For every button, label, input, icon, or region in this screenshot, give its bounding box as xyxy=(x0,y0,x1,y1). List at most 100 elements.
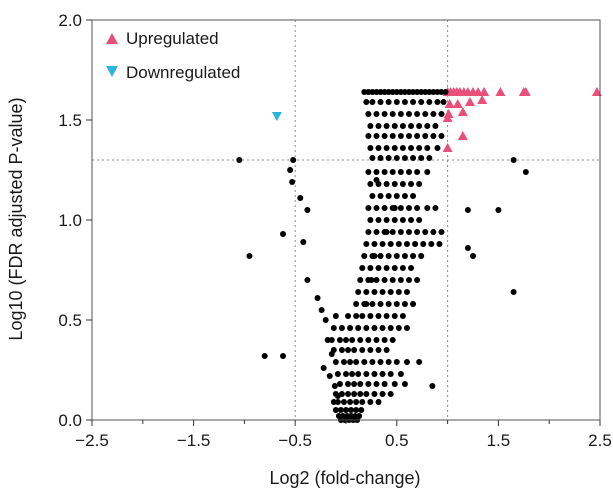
data-point xyxy=(403,359,410,365)
data-point xyxy=(377,253,384,259)
data-point xyxy=(377,193,384,199)
data-point xyxy=(403,241,410,247)
data-point xyxy=(495,207,502,213)
data-point xyxy=(261,353,268,359)
data-point xyxy=(408,145,415,151)
x-tick-label: −2.5 xyxy=(75,431,109,450)
data-point xyxy=(401,301,408,307)
data-point xyxy=(280,353,287,359)
data-point xyxy=(297,195,304,201)
data-point xyxy=(347,399,354,405)
data-point xyxy=(393,301,400,307)
data-point xyxy=(434,99,441,105)
data-point xyxy=(373,169,380,175)
data-point xyxy=(414,205,421,211)
data-point xyxy=(426,155,433,161)
data-point xyxy=(367,347,374,353)
data-point xyxy=(331,383,338,389)
data-point xyxy=(408,123,415,129)
data-point xyxy=(436,241,443,247)
data-point xyxy=(410,301,417,307)
data-point xyxy=(510,157,517,163)
y-tick-label: 0.5 xyxy=(58,311,82,330)
data-point xyxy=(338,391,345,397)
data-point xyxy=(351,347,358,353)
data-point xyxy=(355,325,362,331)
data-point xyxy=(349,371,356,377)
data-point xyxy=(416,181,423,187)
data-point xyxy=(399,145,406,151)
data-point xyxy=(367,399,374,405)
data-point xyxy=(318,307,325,313)
data-point xyxy=(391,181,398,187)
data-point-upregulated xyxy=(591,87,602,96)
data-point xyxy=(430,229,437,235)
data-point xyxy=(371,325,378,331)
data-point xyxy=(363,371,370,377)
data-point xyxy=(397,169,404,175)
data-point xyxy=(332,359,339,365)
x-tick-label: 0.5 xyxy=(385,431,409,450)
data-point xyxy=(375,217,382,223)
data-point xyxy=(422,133,429,139)
data-point xyxy=(289,179,296,185)
data-point xyxy=(367,313,374,319)
data-point xyxy=(387,371,394,377)
data-point xyxy=(373,381,380,387)
data-point xyxy=(330,325,337,331)
data-point xyxy=(414,229,421,235)
y-tick-label: 1.5 xyxy=(58,111,82,130)
data-point xyxy=(371,289,378,295)
data-point xyxy=(410,253,417,259)
data-point-upregulated xyxy=(442,143,453,152)
data-point-upregulated xyxy=(444,99,455,108)
data-point xyxy=(340,399,347,405)
data-point xyxy=(381,205,388,211)
data-point xyxy=(300,239,307,245)
data-point xyxy=(328,337,335,343)
threshold-lines xyxy=(92,20,600,420)
data-point xyxy=(357,277,364,283)
data-point xyxy=(287,167,294,173)
data-point xyxy=(510,289,517,295)
data-point-upregulated xyxy=(442,113,453,122)
data-point xyxy=(330,347,337,353)
data-point xyxy=(347,359,354,365)
data-point xyxy=(353,407,360,413)
data-point xyxy=(383,265,390,271)
y-tick-label: 0.0 xyxy=(58,411,82,430)
data-point xyxy=(387,289,394,295)
data-point xyxy=(391,123,398,129)
data-point xyxy=(391,217,398,223)
data-point xyxy=(320,365,327,371)
data-point xyxy=(385,155,392,161)
data-point xyxy=(371,391,378,397)
data-point xyxy=(361,301,368,307)
data-point-downregulated xyxy=(271,112,282,121)
data-point xyxy=(365,229,372,235)
data-point xyxy=(387,241,394,247)
data-point xyxy=(348,407,355,413)
data-point xyxy=(410,99,417,105)
data-point xyxy=(343,337,349,343)
data-point xyxy=(405,133,412,139)
data-point xyxy=(430,111,437,117)
x-tick-label: −1.5 xyxy=(177,431,211,450)
data-point xyxy=(379,325,386,331)
data-point xyxy=(397,229,404,235)
data-point xyxy=(440,99,447,105)
data-point xyxy=(389,277,396,283)
data-point xyxy=(397,133,404,139)
data-point xyxy=(363,289,370,295)
data-point xyxy=(397,205,404,211)
data-point xyxy=(336,337,343,343)
data-point xyxy=(359,313,366,319)
data-point xyxy=(375,181,382,187)
data-points xyxy=(236,87,602,423)
data-point xyxy=(383,123,390,129)
data-point xyxy=(377,301,384,307)
data-point xyxy=(393,253,400,259)
data-point xyxy=(470,253,476,259)
data-point xyxy=(416,359,423,365)
data-point xyxy=(383,313,390,319)
